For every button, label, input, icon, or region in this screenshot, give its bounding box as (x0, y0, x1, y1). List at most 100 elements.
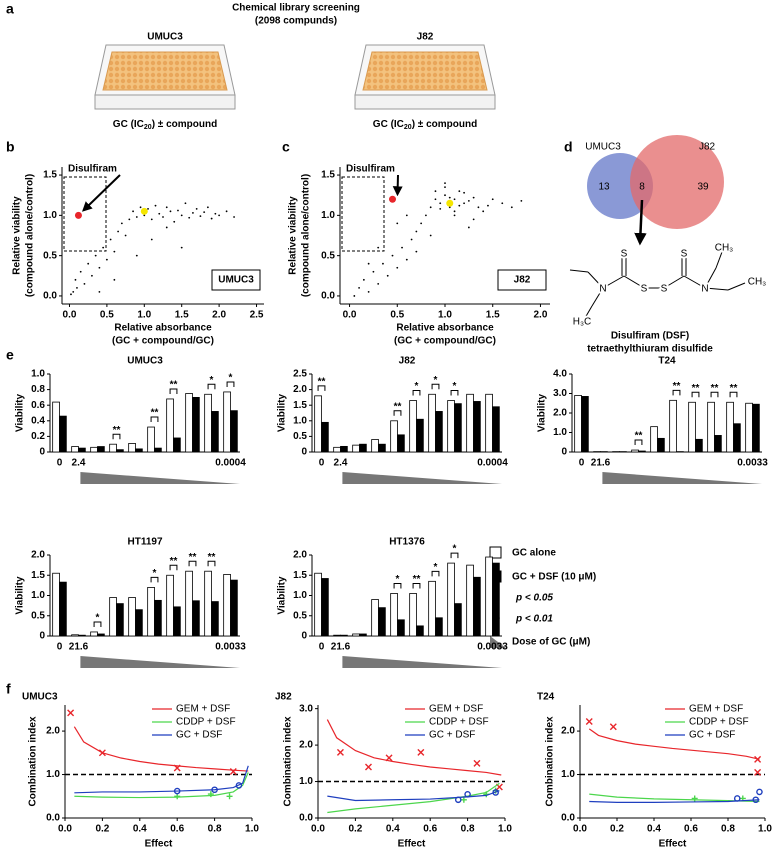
curve (588, 728, 760, 760)
bar (109, 443, 117, 453)
marker (336, 748, 344, 756)
bar (116, 449, 124, 453)
bar (166, 574, 174, 637)
bar (340, 445, 348, 453)
x-tick-label: 0.0004 (477, 458, 508, 469)
significance: ** (413, 574, 421, 585)
marker (454, 796, 462, 804)
legend-label: p < 0.01 (515, 614, 553, 625)
x-tick-label: 0.0004 (215, 458, 246, 469)
point (396, 222, 399, 225)
x-tick-label: 1.0 (758, 824, 772, 835)
x-tick-label: 0.2 (95, 824, 109, 835)
y-tick-label: 0 (561, 447, 567, 458)
panel-label: b (6, 139, 15, 155)
point (472, 218, 475, 221)
significance-bracket (207, 383, 216, 390)
y-tick-label: 1.0 (293, 415, 307, 426)
bar (109, 597, 117, 637)
point (169, 210, 172, 213)
chart-title: J82 (399, 356, 416, 367)
y-axis-title: Combination index (28, 716, 39, 806)
bar (59, 581, 67, 637)
point (195, 208, 198, 210)
y-tick-label: 1.5 (31, 570, 45, 581)
significance-bracket (710, 391, 719, 398)
bar (574, 395, 582, 453)
venn-set: J82 (699, 142, 716, 153)
x-tick-label: 2.5 (250, 310, 264, 321)
atom: CH₃ (748, 277, 767, 288)
point (429, 206, 432, 209)
point (463, 202, 465, 205)
x-tick-label: 0.0 (343, 310, 357, 321)
bar (454, 603, 462, 637)
significance-bracket (393, 582, 402, 589)
y-tick-label: 0.5 (31, 610, 45, 621)
y-axis-title: Relative viability (12, 196, 23, 275)
bar (466, 393, 474, 453)
point (192, 212, 194, 214)
bar (492, 562, 500, 637)
significance-bracket (188, 560, 197, 567)
x-tick-label: 0.2 (610, 824, 624, 835)
point (405, 258, 408, 261)
point (386, 274, 389, 277)
legend-label: GEM + DSF (176, 704, 230, 715)
significance-bracket (112, 433, 121, 440)
bar (447, 400, 455, 453)
plate (94, 44, 236, 110)
point (143, 214, 146, 217)
bar (78, 634, 86, 637)
x-tick-label: 1.0 (498, 824, 512, 835)
point (482, 210, 485, 213)
bar (688, 401, 696, 453)
point (154, 204, 157, 207)
point (439, 208, 442, 210)
bar (447, 562, 455, 637)
highlight-point (74, 211, 82, 219)
chart-title: UMUC3 (22, 692, 58, 703)
bar (340, 634, 348, 637)
x-tick-label: 0.0 (311, 824, 325, 835)
legend-label: GC alone (512, 548, 556, 559)
label-part: ) ± compound (152, 119, 217, 130)
bar (454, 403, 462, 453)
point (444, 182, 446, 185)
label-part: ) ± compound (412, 119, 477, 130)
panel-label: a (6, 1, 14, 17)
legend-label: GC + DSF (10 μM) (512, 572, 596, 583)
x-tick-label: 21.6 (331, 642, 351, 653)
x-tick-label: 1.5 (175, 310, 189, 321)
legend-label: Dose of GC (μM) (512, 637, 590, 648)
point (448, 206, 451, 209)
plate-name: UMUC3 (147, 32, 183, 43)
bonds (569, 251, 746, 319)
chart-title: HT1197 (127, 537, 162, 548)
y-tick-label: 0.5 (293, 431, 307, 442)
cell-line-box (497, 269, 547, 291)
significance-bracket (431, 383, 440, 390)
x-tick-label: 0.6 (170, 824, 184, 835)
significance: ** (730, 383, 738, 394)
bar (359, 443, 367, 453)
bar (745, 402, 753, 453)
point (225, 210, 228, 213)
bar (435, 411, 443, 453)
bar (359, 633, 367, 637)
x-tick-label: 0.0033 (477, 642, 508, 653)
dose-wedge (602, 472, 762, 484)
curve (74, 772, 249, 799)
y-tick-label: 1.0 (321, 210, 335, 221)
point (425, 214, 427, 217)
bar (390, 593, 398, 637)
marker (492, 789, 499, 796)
x-axis-title: Relative absorbance (114, 323, 212, 334)
x-axis-title: (GC + compound/GC) (112, 336, 214, 347)
bar (428, 393, 436, 453)
point (150, 218, 153, 221)
x-tick-label: 0.6 (423, 824, 437, 835)
point (510, 206, 513, 209)
marker (752, 796, 760, 804)
bar (485, 393, 493, 453)
